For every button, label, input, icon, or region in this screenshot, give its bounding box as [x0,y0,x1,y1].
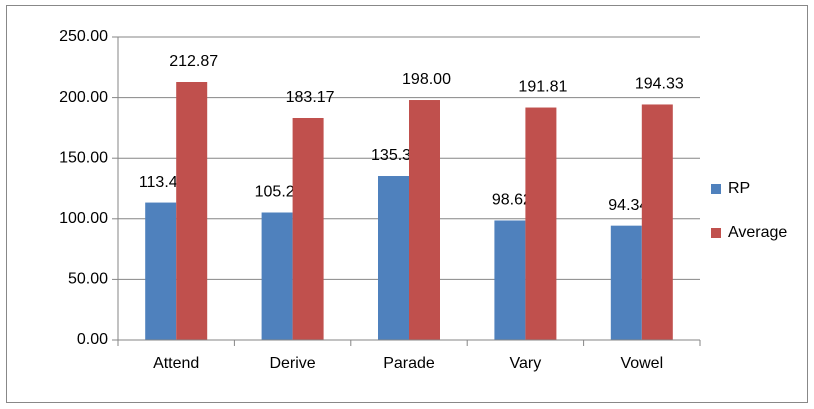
bar [145,202,177,340]
data-label: 135.30 [371,147,420,164]
data-label: 113.40 [139,174,187,191]
bar [378,176,409,340]
y-tick-label: 0.00 [77,331,108,348]
legend-swatch [711,228,721,238]
legend-swatch [711,184,721,194]
data-label: 191.81 [518,79,567,96]
bar [409,100,440,340]
x-tick-label: Derive [269,355,315,372]
y-tick-label: 250.00 [59,28,108,45]
x-tick-label: Parade [383,355,435,372]
y-tick-label: 100.00 [59,210,108,227]
bar [494,220,526,340]
legend-label: RP [728,180,750,197]
bar [261,212,293,340]
x-tick-label: Vowel [620,355,663,372]
x-tick-label: Attend [153,355,199,372]
y-tick-label: 150.00 [59,149,108,166]
bar [525,107,557,341]
bar [292,117,324,341]
data-label: 212.87 [169,53,218,70]
x-tick-label: Vary [510,355,542,372]
data-label: 183.17 [286,89,335,106]
data-label: 94.34 [608,197,648,214]
bar [610,225,642,340]
legend-label: Average [728,224,787,241]
data-label: 98.62 [492,192,532,209]
bar [641,104,673,340]
y-tick-label: 50.00 [68,271,108,288]
y-tick-label: 200.00 [59,89,108,106]
bar [176,82,208,340]
data-label: 194.33 [635,76,684,93]
data-label: 105.20 [255,184,304,201]
data-label: 198.00 [402,71,451,88]
